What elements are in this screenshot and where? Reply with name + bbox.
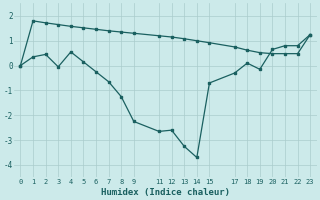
X-axis label: Humidex (Indice chaleur): Humidex (Indice chaleur) <box>101 188 230 197</box>
